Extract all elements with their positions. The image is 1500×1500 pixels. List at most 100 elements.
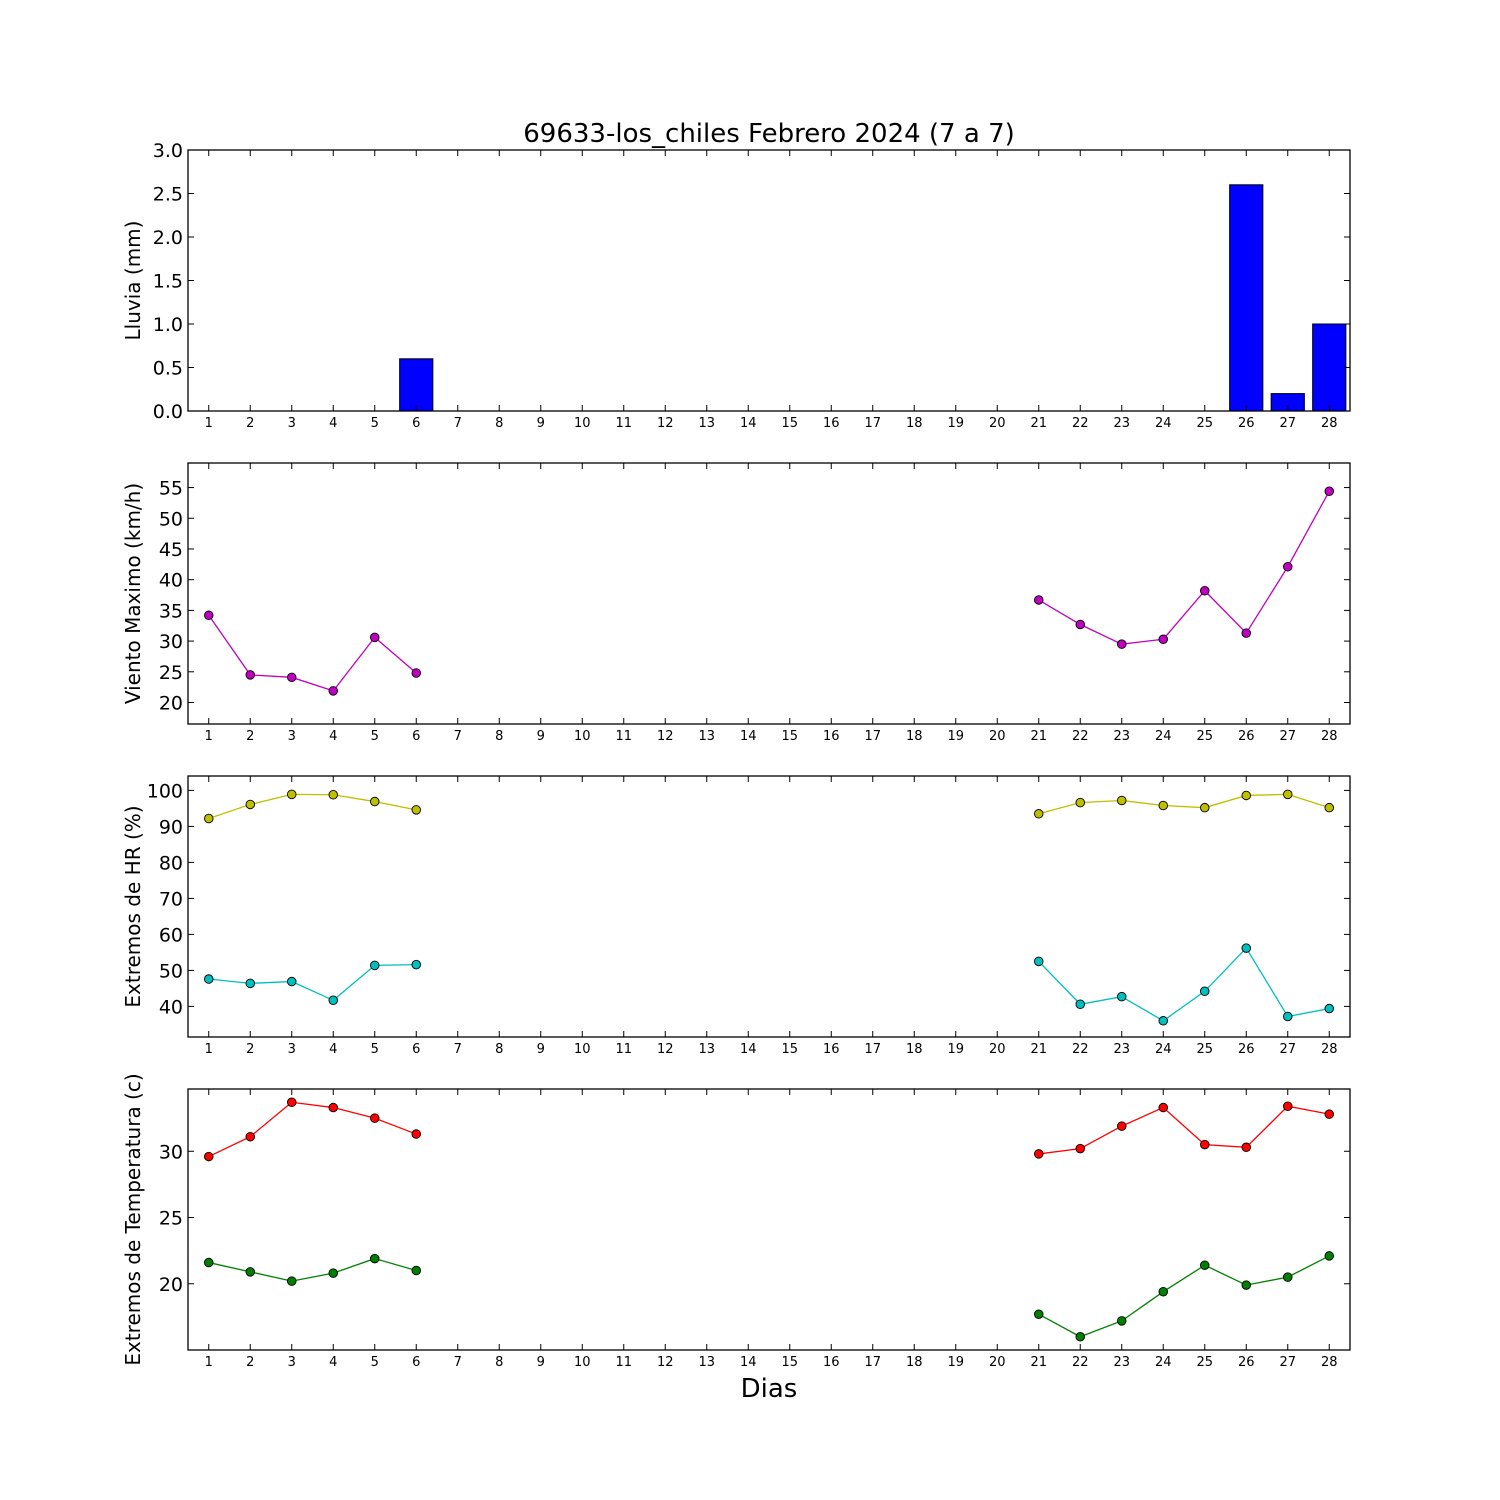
series-2-point-day-5 xyxy=(370,1253,380,1264)
x-tick-label: 20 xyxy=(989,1355,1006,1370)
series-1-point-day-27 xyxy=(1282,789,1293,800)
x-tick-label: 26 xyxy=(1238,729,1255,744)
x-tick-label: 7 xyxy=(454,1042,462,1057)
y-tick-label: 90 xyxy=(159,816,183,838)
series-1-point-day-1 xyxy=(203,610,214,621)
x-tick-label: 15 xyxy=(781,1042,798,1057)
y-axis-label-viento: Viento Maximo (km/h) xyxy=(121,483,145,704)
y-tick-label: 1.5 xyxy=(153,271,183,293)
x-tick-label: 12 xyxy=(657,1355,674,1370)
x-tick-label: 7 xyxy=(454,729,462,744)
x-tick-label: 2 xyxy=(246,729,254,744)
y-tick-label: 40 xyxy=(159,570,183,592)
x-tick-label: 3 xyxy=(288,1042,296,1057)
x-tick-label: 11 xyxy=(615,729,632,744)
x-tick-label: 26 xyxy=(1238,416,1255,431)
y-axis-label-temperatura: Extremos de Temperatura (c) xyxy=(121,1073,145,1365)
plot-frame xyxy=(187,1088,1351,1351)
series-1-point-day-6 xyxy=(411,1129,422,1139)
bar-day-28 xyxy=(1312,323,1347,412)
x-tick-label: 24 xyxy=(1155,416,1172,431)
x-tick-label: 13 xyxy=(698,416,715,431)
x-tick-label: 7 xyxy=(454,1355,462,1370)
y-tick-label: 60 xyxy=(159,924,183,946)
x-tick-label: 11 xyxy=(615,1355,632,1370)
x-tick-label: 16 xyxy=(823,1042,840,1057)
x-tick-label: 10 xyxy=(574,416,591,431)
series-1-point-day-26 xyxy=(1241,790,1251,801)
series-2-point-day-22 xyxy=(1075,999,1085,1009)
series-1-point-day-1 xyxy=(203,1151,214,1162)
x-tick-label: 8 xyxy=(495,1355,503,1370)
series-2-point-day-3 xyxy=(287,976,297,987)
x-tick-label: 23 xyxy=(1113,416,1130,431)
x-tick-label: 10 xyxy=(574,1042,591,1057)
x-tick-label: 21 xyxy=(1030,416,1047,431)
series-1-point-day-25 xyxy=(1199,802,1210,813)
x-tick-label: 1 xyxy=(205,1355,213,1370)
x-tick-label: 1 xyxy=(205,1042,213,1057)
x-tick-label: 3 xyxy=(288,416,296,431)
x-tick-label: 1 xyxy=(205,729,213,744)
series-1-point-day-25 xyxy=(1199,585,1210,596)
y-tick-label: 20 xyxy=(159,693,183,715)
x-tick-label: 22 xyxy=(1072,416,1089,431)
x-tick-label: 13 xyxy=(698,729,715,744)
series-1-point-day-24 xyxy=(1158,1102,1168,1113)
x-tick-label: 12 xyxy=(657,729,674,744)
x-tick-label: 19 xyxy=(947,729,964,744)
x-tick-label: 18 xyxy=(906,1042,923,1057)
x-tick-label: 6 xyxy=(412,1355,420,1370)
x-axis-label: Dias xyxy=(741,1374,798,1404)
x-tick-label: 4 xyxy=(329,1042,337,1057)
x-tick-label: 14 xyxy=(740,1355,757,1370)
series-2-point-day-4 xyxy=(328,1268,339,1278)
series-1-point-day-21 xyxy=(1033,1149,1044,1159)
y-tick-label: 30 xyxy=(159,631,183,653)
series-1-point-day-26 xyxy=(1241,628,1251,638)
series-1-point-day-3 xyxy=(287,789,297,800)
series-1-line-2 xyxy=(1038,793,1330,815)
x-tick-label: 8 xyxy=(495,1042,503,1057)
x-tick-label: 28 xyxy=(1321,1042,1338,1057)
x-tick-label: 13 xyxy=(698,1355,715,1370)
x-tick-label: 21 xyxy=(1030,729,1047,744)
x-tick-label: 8 xyxy=(495,729,503,744)
x-tick-label: 22 xyxy=(1072,1042,1089,1057)
series-1-point-day-4 xyxy=(328,1102,339,1113)
x-tick-label: 11 xyxy=(615,1042,632,1057)
series-2-point-day-23 xyxy=(1116,991,1127,1002)
plot-frame xyxy=(187,149,1351,412)
x-tick-label: 27 xyxy=(1279,1355,1296,1370)
series-1-point-day-3 xyxy=(287,1097,297,1107)
y-tick-label: 3.0 xyxy=(153,140,183,162)
y-tick-label: 0.5 xyxy=(153,358,183,380)
x-tick-label: 15 xyxy=(781,729,798,744)
series-2-point-day-1 xyxy=(203,1257,214,1268)
x-tick-label: 14 xyxy=(740,1042,757,1057)
x-tick-label: 6 xyxy=(412,1042,420,1057)
y-tick-label: 1.0 xyxy=(153,314,183,336)
x-tick-label: 15 xyxy=(781,1355,798,1370)
series-1-point-day-4 xyxy=(328,686,339,696)
series-1-point-day-2 xyxy=(245,799,255,810)
x-tick-label: 2 xyxy=(246,1355,254,1370)
x-tick-label: 10 xyxy=(574,1355,591,1370)
series-1-point-day-22 xyxy=(1075,797,1085,808)
series-2-point-day-28 xyxy=(1324,1251,1334,1261)
series-2-point-day-22 xyxy=(1075,1332,1085,1342)
series-1-point-day-28 xyxy=(1324,1109,1334,1119)
series-2-point-day-6 xyxy=(411,959,422,970)
series-1-point-day-23 xyxy=(1116,639,1127,649)
series-2-line-2 xyxy=(1038,947,1330,1022)
series-2-point-day-1 xyxy=(203,974,214,984)
x-tick-label: 9 xyxy=(537,729,545,744)
series-1-point-day-1 xyxy=(203,813,214,824)
x-tick-label: 18 xyxy=(906,416,923,431)
x-tick-label: 5 xyxy=(371,416,379,431)
x-tick-label: 23 xyxy=(1113,1355,1130,1370)
x-tick-label: 5 xyxy=(371,1355,379,1370)
